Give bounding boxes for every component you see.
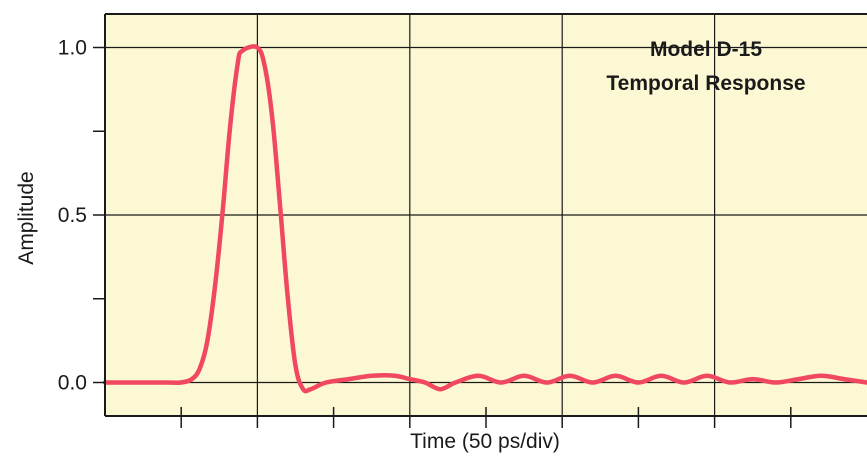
y-axis-title: Amplitude (15, 171, 38, 264)
x-axis-title: Time (50 ps/div) (410, 430, 560, 453)
y-tick-label: 0.0 (58, 372, 87, 395)
response-trace (102, 44, 867, 394)
y-tick-label: 0.5 (58, 204, 87, 227)
chart-title-line-1: Model D-15 (650, 38, 762, 61)
y-tick-label: 1.0 (58, 37, 87, 60)
chart-title-line-2: Temporal Response (606, 72, 805, 95)
